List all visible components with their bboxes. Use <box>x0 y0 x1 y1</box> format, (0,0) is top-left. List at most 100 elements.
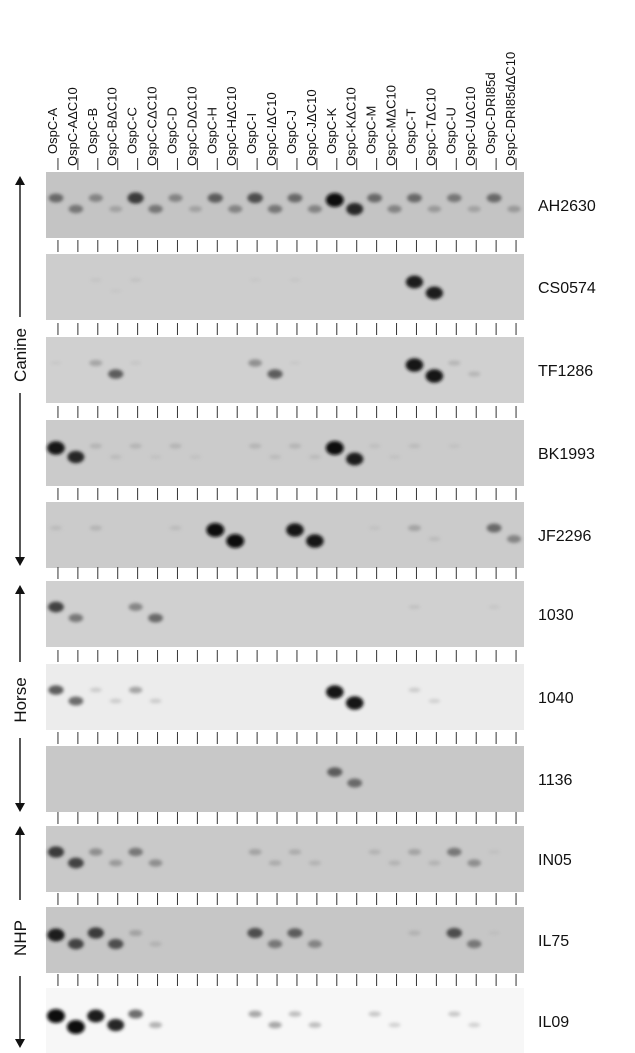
blot-panel: 1136 <box>46 732 573 812</box>
arrow-up-icon <box>15 176 25 185</box>
blot-membrane <box>46 664 524 730</box>
protein-band <box>488 930 500 936</box>
blot-membrane <box>46 746 524 812</box>
blot-membrane <box>46 420 524 486</box>
protein-band <box>68 696 84 706</box>
host-group-annotations: Canine Horse NHP <box>11 176 30 1048</box>
protein-band <box>425 286 443 300</box>
protein-band <box>448 1011 461 1017</box>
protein-band <box>388 454 401 460</box>
blot-panel: 1030 <box>46 567 574 647</box>
protein-band <box>129 443 142 449</box>
arrow-up-icon <box>15 585 25 594</box>
protein-band <box>48 685 64 695</box>
serum-label: AH2630 <box>538 198 596 215</box>
protein-band <box>149 941 162 947</box>
protein-band <box>427 205 442 213</box>
protein-band <box>109 698 122 704</box>
protein-band <box>66 1020 85 1034</box>
protein-band <box>226 534 245 548</box>
lane-label: OspC-H <box>204 107 219 154</box>
lane-label: OspC-IΔC10 <box>264 92 279 166</box>
protein-band <box>287 193 303 203</box>
protein-band <box>129 277 142 283</box>
protein-band <box>127 192 144 204</box>
protein-band <box>307 940 322 948</box>
lane-label: OspC-AΔC10 <box>65 87 80 166</box>
protein-band <box>248 848 262 856</box>
protein-band <box>486 193 502 203</box>
protein-band <box>428 860 441 866</box>
lane-label: OspC-I <box>244 113 259 154</box>
protein-band <box>207 193 223 203</box>
protein-band <box>325 193 344 207</box>
protein-band <box>109 454 122 460</box>
blot-membrane <box>46 826 524 892</box>
protein-band <box>448 360 461 366</box>
protein-band <box>128 847 143 857</box>
protein-band <box>47 441 65 455</box>
protein-band <box>326 685 344 699</box>
protein-band <box>109 859 123 867</box>
protein-band <box>408 604 421 610</box>
protein-band <box>308 860 322 866</box>
protein-band <box>87 1009 105 1023</box>
protein-band <box>407 193 422 203</box>
lane-label: OspC-D <box>164 107 179 154</box>
protein-band <box>89 443 102 449</box>
protein-band <box>347 778 363 788</box>
protein-band <box>408 687 421 693</box>
protein-band <box>448 443 461 449</box>
protein-band <box>447 193 462 203</box>
serum-label: 1136 <box>538 772 573 789</box>
blot-membrane <box>46 172 524 238</box>
arrow-down-icon <box>15 557 25 566</box>
protein-band <box>168 194 183 202</box>
protein-band <box>288 443 302 449</box>
protein-band <box>47 846 65 858</box>
lane-label: OspC-UΔC10 <box>463 87 478 166</box>
protein-band <box>169 443 182 449</box>
protein-band <box>468 371 481 377</box>
protein-band <box>488 605 500 609</box>
lane-label: OspC-KΔC10 <box>344 87 359 166</box>
protein-band <box>425 369 444 383</box>
protein-band <box>288 849 302 855</box>
lane-label: OspC-K <box>324 107 339 154</box>
protein-band <box>269 454 282 460</box>
lane-label: OspC-TΔC10 <box>423 88 438 166</box>
group-label: NHP <box>11 920 30 956</box>
serum-label: JF2296 <box>538 528 591 545</box>
protein-band <box>428 536 441 542</box>
protein-band <box>325 441 344 455</box>
protein-band <box>50 361 62 365</box>
protein-band <box>507 205 521 213</box>
protein-band <box>247 927 263 939</box>
blot-membrane <box>46 254 524 320</box>
blot-membrane <box>46 337 524 403</box>
protein-band <box>47 928 65 942</box>
blot-membrane <box>46 581 524 647</box>
blot-membrane <box>46 502 524 568</box>
protein-band <box>307 205 322 213</box>
blot-panel: JF2296 <box>46 488 591 568</box>
protein-band <box>446 927 463 939</box>
serum-label: IL09 <box>538 1014 569 1031</box>
protein-band <box>148 613 163 623</box>
protein-band <box>129 361 142 365</box>
lane-label: OspC-DRI85dΔC10 <box>503 52 518 166</box>
serum-label: CS0574 <box>538 280 596 297</box>
protein-band <box>368 849 381 855</box>
protein-band <box>408 443 421 449</box>
serum-label: IL75 <box>538 933 569 950</box>
protein-band <box>89 687 102 693</box>
protein-band <box>486 523 502 533</box>
protein-band <box>387 205 402 213</box>
protein-band <box>109 205 123 213</box>
protein-band <box>108 369 124 379</box>
protein-band <box>407 848 421 856</box>
protein-band <box>407 524 421 532</box>
protein-band <box>67 450 85 464</box>
arrow-up-icon <box>15 826 25 835</box>
